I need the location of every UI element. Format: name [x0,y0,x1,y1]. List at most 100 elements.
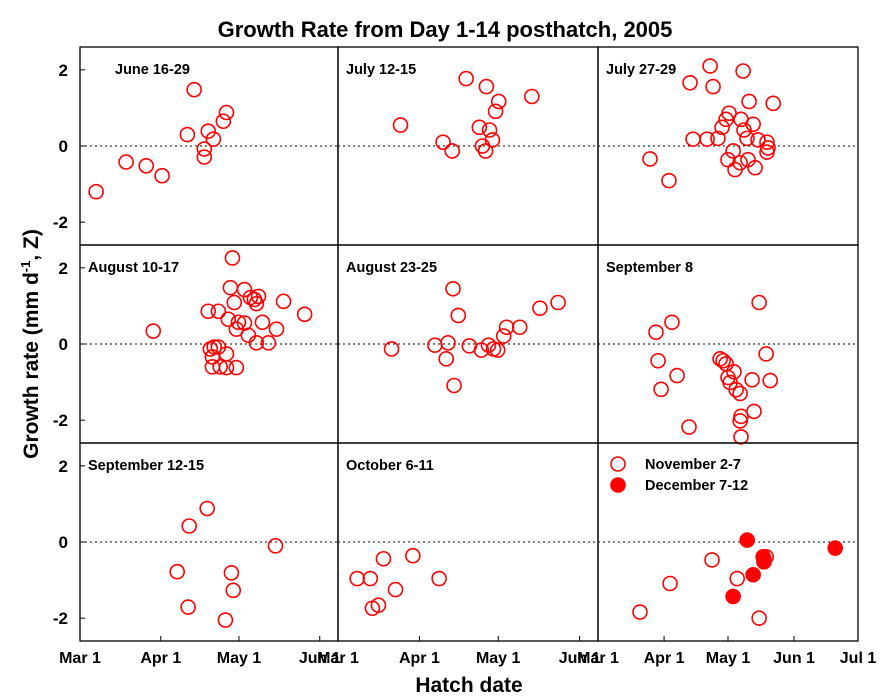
data-point [744,371,760,388]
data-point [383,341,400,357]
data-point [751,610,767,626]
x-tick-label: May 1 [217,650,262,667]
y-label-tail: , Z) [20,229,43,261]
data-point [180,599,196,615]
data-point [728,381,744,398]
y-label-text: Growth rate (mm d [20,272,43,459]
panel-title: August 23-25 [346,260,437,276]
data-point [205,131,222,147]
data-point [118,154,134,170]
panel-title: October 6-11 [346,458,434,474]
data-point [661,172,677,189]
data-point [705,78,721,95]
data-point [495,328,512,344]
data-point [268,321,285,337]
data-point [735,63,751,79]
data-point [762,372,778,389]
data-point [532,300,548,317]
data-point [682,74,698,91]
legend-label: December 7-12 [645,478,748,494]
data-point [220,311,237,328]
data-point [498,319,515,336]
panel-title: June 16-29 [115,62,190,78]
data-point [218,104,235,121]
data-point [732,154,748,171]
data-point [739,532,755,548]
data-point [747,159,763,176]
data-point [702,58,718,74]
data-point [750,132,766,148]
data-point [224,250,241,266]
x-tick-label: Jun 1 [559,650,601,667]
data-point [169,563,186,580]
data-point [739,130,755,147]
data-point [260,335,277,351]
data-point [181,518,197,534]
data-point [756,553,772,570]
x-tick-label: Jul 1 [840,650,877,667]
data-point [254,314,271,331]
data-point [632,604,648,620]
y-tick-label: 2 [59,61,68,80]
data-point [642,151,658,167]
data-point [484,132,501,148]
data-point [481,122,498,138]
data-point [210,303,227,320]
data-point [275,293,292,310]
panel-title: September 8 [606,260,693,276]
data-point [681,419,697,435]
data-point [662,575,678,592]
x-axis-label: Hatch date [415,674,522,697]
data-point [478,78,495,95]
data-point [745,566,761,583]
x-tick-label: May 1 [476,650,521,667]
data-point [250,288,267,305]
data-point [387,581,404,598]
data-point [179,126,196,143]
x-tick-label: Mar 1 [59,650,101,667]
x-tick-label: Mar 1 [577,650,619,667]
data-point [435,134,451,150]
data-point [236,281,253,298]
data-point [230,314,247,331]
data-point [186,81,202,98]
x-tick-label: Apr 1 [140,650,181,667]
data-point [444,143,461,159]
data-point [438,351,455,367]
y-tick-label: -2 [53,609,68,628]
data-point [715,352,731,369]
data-point [720,369,736,386]
data-point [726,363,742,380]
data-point [653,381,669,398]
data-point [200,123,217,139]
data-point [490,93,507,110]
data-point [480,337,497,353]
data-point [487,103,504,120]
data-point [725,143,741,159]
data-point [446,377,462,394]
data-point [225,582,242,599]
data-point [202,341,219,357]
data-point [458,70,474,87]
panel-title: September 12-15 [88,458,204,474]
data-point [218,359,235,376]
data-point [664,314,680,331]
data-point [138,158,154,174]
data-point [524,88,540,105]
data-point [736,122,752,138]
data-point [729,570,745,587]
data-point [648,324,664,340]
data-point [405,547,421,564]
data-point [248,335,265,351]
data-point [349,570,365,587]
data-point [196,141,213,157]
data-point [741,93,757,110]
x-tick-label: Apr 1 [399,650,440,667]
y-axis-label: Growth rate (mm d-1, Z) [18,229,43,459]
data-point [489,342,506,358]
data-point [732,385,748,402]
data-point [511,319,528,336]
data-point [759,134,775,150]
data-point [725,588,741,605]
data-point [226,294,243,311]
